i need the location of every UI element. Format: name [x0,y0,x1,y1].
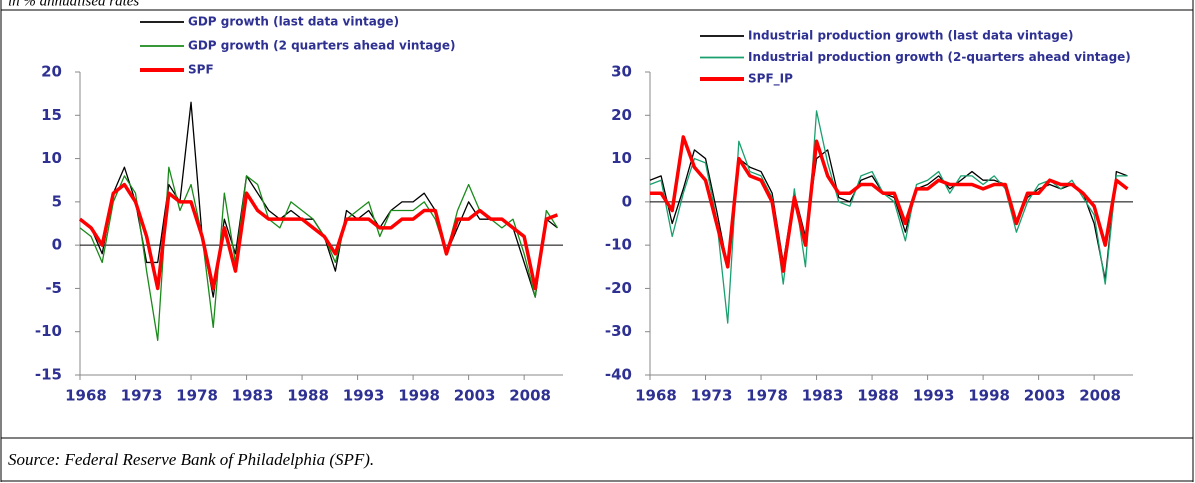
y-tick-label: 10 [611,149,632,167]
x-tick-label: 1968 [635,387,677,405]
y-tick-label: -5 [45,279,62,297]
x-tick-label: 1973 [121,387,163,405]
y-tick-label: -30 [605,322,632,340]
x-tick-label: 2008 [509,387,551,405]
y-tick-label: 0 [622,192,632,210]
y-tick-label: 20 [41,63,62,81]
series-line [649,110,1128,324]
x-tick-label: 1998 [968,387,1010,405]
y-tick-label: -15 [35,366,62,384]
x-tick-label: 2003 [1024,387,1066,405]
source: Source: Federal Reserve Bank of Philadel… [8,450,374,469]
y-tick-label: 20 [611,106,632,124]
legend-label: GDP growth (2 quarters ahead vintage) [188,39,456,53]
x-tick-label: 1973 [691,387,733,405]
y-tick-label: -10 [605,236,632,254]
legend-label: SPF_IP [748,72,793,87]
y-tick-label: -20 [605,279,632,297]
legend-label: Industrial production growth (last data … [748,29,1074,43]
x-tick-label: 1993 [913,387,955,405]
y-tick-label: 10 [41,149,62,167]
y-tick-label: 0 [52,236,62,254]
legend-label: Industrial production growth (2-quarters… [748,50,1131,64]
y-tick-label: 5 [52,192,62,210]
x-tick-label: 1978 [176,387,218,405]
x-tick-label: 1998 [398,387,440,405]
x-tick-label: 1993 [343,387,385,405]
x-tick-label: 1988 [287,387,329,405]
y-tick-label: -40 [605,366,632,384]
series-line [79,166,558,342]
x-tick-label: 1988 [857,387,899,405]
series-line [650,135,1129,273]
y-tick-label: -10 [35,322,62,340]
legend-label: GDP growth (last data vintage) [188,15,399,29]
x-tick-label: 1968 [65,387,107,405]
x-tick-label: 1978 [746,387,788,405]
x-tick-label: 1983 [802,387,844,405]
series-line [78,182,559,291]
x-tick-label: 2003 [454,387,496,405]
y-tick-label: 15 [41,106,62,124]
y-tick-label: 30 [611,63,632,81]
x-tick-label: 2008 [1079,387,1121,405]
x-tick-label: 1983 [232,387,274,405]
subtitle: in % annualised rates [8,0,139,9]
legend-label: SPF [188,63,214,77]
